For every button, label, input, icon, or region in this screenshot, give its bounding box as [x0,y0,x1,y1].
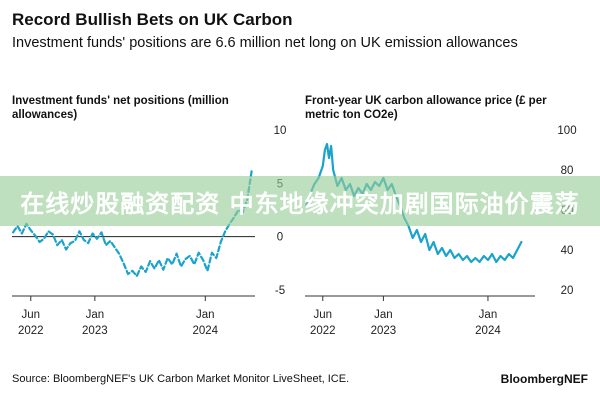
left-panel-title: Investment funds' net positions (million… [12,95,229,121]
funds-y-tick-label: -5 [275,285,285,297]
chart-title: Record Bullish Bets on UK Carbon [12,10,293,29]
funds-x-tick-year: 2022 [18,325,44,337]
price-x-tick-year: 2023 [371,325,397,337]
source-note: Source: BloombergNEF's UK Carbon Market … [12,373,350,385]
funds-x-tick-label: Jan [86,309,105,321]
funds-x-tick-label: Jun [22,309,41,321]
funds-y-tick-label: 0 [277,232,283,244]
price-y-tick-label: 20 [561,285,574,297]
price-x-tick-year: 2024 [475,325,501,337]
right-panel-title: Front-year UK carbon allowance price (£ … [305,95,547,121]
overlay-banner: 在线炒股融资配资 中东地缘冲突加剧国际油价震荡 [0,176,600,226]
brand-logo: BloombergNEF [500,372,588,386]
price-x-tick-label: Jun [313,309,332,321]
funds-series-line [12,169,253,278]
price-y-tick-label: 40 [561,245,574,257]
price-x-tick-label: Jan [374,309,393,321]
price-y-tick-label: 80 [561,165,574,177]
funds-y-tick-label: 10 [274,125,287,137]
funds-x-tick-label: Jan [196,309,215,321]
funds-x-tick-year: 2023 [82,325,108,337]
chart-subtitle: Investment funds' positions are 6.6 mill… [12,35,518,51]
price-x-tick-label: Jan [479,309,498,321]
funds-x-tick-year: 2024 [192,325,218,337]
price-series-line [304,142,523,264]
overlay-banner-text: 在线炒股融资配资 中东地缘冲突加剧国际油价震荡 [20,189,580,218]
price-x-tick-year: 2022 [310,325,336,337]
price-y-tick-label: 100 [557,125,576,137]
